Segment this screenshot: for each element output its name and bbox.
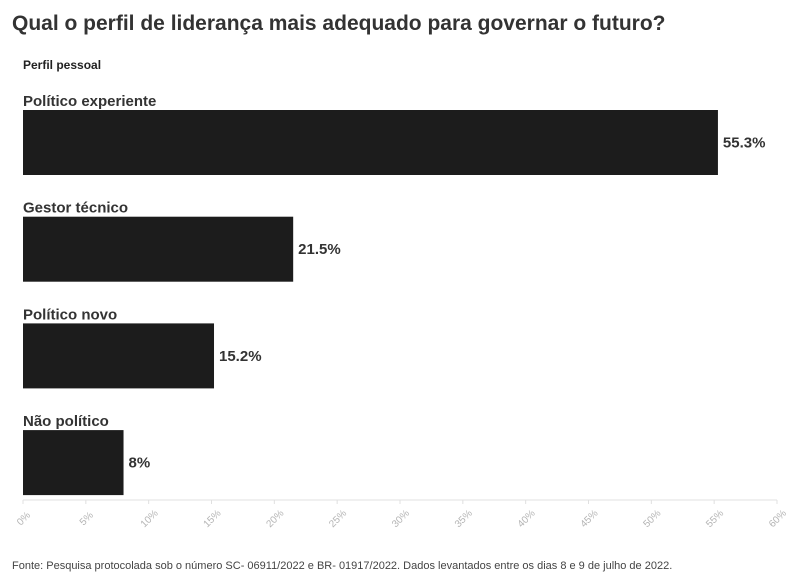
category-label: Político experiente (23, 93, 156, 110)
x-axis: 0% 5% 10% 15% 20% 25% 30% 35% 40% 45% 50% 55% 60% (15, 499, 789, 530)
x-tick-label: 15% (202, 508, 224, 530)
bar (23, 323, 215, 389)
bars-layer: Político experiente 55.3% Gestor técnico 21… (23, 93, 766, 496)
category-label: Não político (23, 413, 109, 430)
page-title: Qual o perfil de liderança mais adequado… (12, 12, 666, 35)
x-tick-label: 25% (327, 508, 349, 530)
x-tick-label: 45% (579, 508, 601, 530)
bar (23, 110, 718, 175)
category-label: Gestor técnico (23, 200, 128, 217)
chart-subtitle: Perfil pessoal (23, 58, 102, 72)
x-tick-label: 40% (516, 508, 538, 530)
bar (23, 216, 294, 282)
x-tick-label: 35% (453, 508, 475, 530)
value-label: 55.3% (723, 135, 766, 152)
value-label: 8% (129, 455, 151, 472)
value-label: 21.5% (298, 241, 341, 258)
value-label: 15.2% (219, 348, 262, 365)
x-tick-label: 50% (641, 508, 663, 530)
x-tick-label: 0% (15, 510, 33, 528)
x-tick-label: 55% (704, 508, 726, 530)
category-label: Político novo (23, 306, 117, 323)
x-tick-label: 60% (767, 508, 789, 530)
x-tick-label: 30% (390, 508, 412, 530)
bar (23, 430, 124, 496)
x-tick-label: 10% (139, 508, 161, 530)
x-tick-label: 20% (264, 508, 286, 530)
source-note: Fonte: Pesquisa protocolada sob o número… (12, 560, 673, 572)
x-tick-label: 5% (78, 510, 96, 528)
